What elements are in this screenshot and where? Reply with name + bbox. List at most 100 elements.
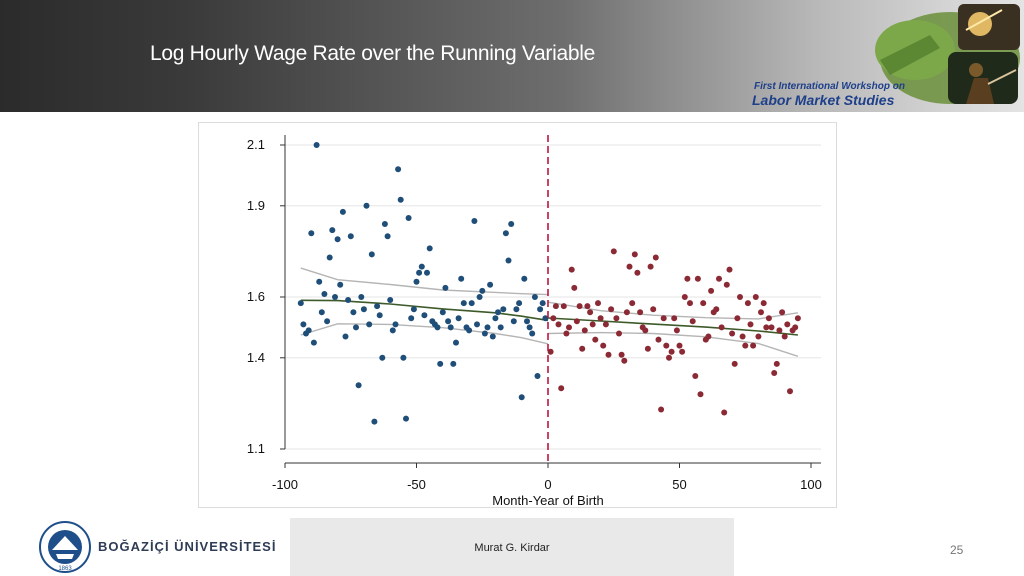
data-point-left (316, 278, 323, 285)
data-point-left (416, 269, 423, 276)
axes: 1.1 1.4 1.6 1.9 2.1 -100 -50 0 50 100 (247, 135, 822, 492)
data-point-right (716, 275, 722, 282)
data-point-right (679, 348, 686, 355)
data-point-right (773, 360, 780, 367)
data-point-left (510, 318, 517, 325)
data-point-left (424, 269, 430, 276)
data-point-right (792, 324, 799, 331)
data-point-left (479, 287, 486, 294)
data-point-right (602, 321, 609, 328)
data-point-left (308, 230, 315, 237)
data-point-left (413, 278, 420, 285)
data-point-right (771, 370, 778, 376)
workshop-logo (875, 4, 1020, 104)
data-point-left (484, 324, 491, 331)
x-tick-label: 100 (800, 477, 822, 492)
data-point-right (752, 294, 759, 300)
data-point-right (768, 324, 775, 331)
data-point-left (534, 373, 541, 379)
data-point-left (397, 196, 404, 203)
data-point-right (689, 318, 696, 325)
data-point-left (434, 324, 441, 331)
data-point-left (350, 309, 357, 316)
confidence-bands (300, 267, 799, 357)
data-point-right (589, 321, 596, 328)
data-point-left (513, 306, 520, 313)
data-point-left (421, 312, 428, 319)
data-point-right (637, 309, 644, 316)
data-point-right (692, 373, 699, 379)
slide-header: Log Hourly Wage Rate over the Running Va… (0, 0, 1024, 112)
data-point-left (418, 263, 425, 270)
data-point-right (721, 409, 728, 416)
data-point-left (468, 300, 475, 307)
data-point-right (737, 294, 743, 300)
data-point-left (453, 339, 459, 346)
data-point-left (500, 306, 507, 313)
seal-year: 1863 (58, 566, 72, 572)
data-point-right (794, 315, 801, 322)
data-point-right (587, 309, 594, 316)
data-point-left (489, 333, 496, 340)
ci-lower-right (547, 331, 799, 357)
ci-lower-left (300, 323, 549, 345)
data-point-left (505, 257, 512, 264)
data-point-right (673, 327, 680, 334)
data-point-right (647, 263, 654, 270)
x-axis-title: Month-Year of Birth (492, 493, 604, 507)
ci-upper-right (547, 301, 799, 320)
data-point-left (297, 300, 304, 307)
data-point-right (608, 306, 615, 313)
data-point-left (360, 306, 367, 313)
data-point-right (758, 309, 764, 316)
wage-scatter-chart: 1.1 1.4 1.6 1.9 2.1 -100 -50 0 50 100 Month-Year … (247, 135, 822, 507)
data-point-right (742, 342, 749, 349)
data-point-left (326, 254, 333, 261)
data-point-right (781, 333, 788, 340)
data-point-right (723, 281, 730, 288)
data-point-right (784, 321, 791, 328)
data-point-left (466, 327, 473, 334)
data-point-right (739, 333, 746, 340)
data-point-left (371, 418, 378, 425)
data-point-left (337, 281, 344, 288)
data-point-right (563, 330, 570, 337)
data-point-right (560, 303, 567, 310)
data-point-left (460, 300, 467, 307)
data-point-right (687, 300, 693, 307)
data-point-left (502, 230, 509, 237)
data-point-left (332, 294, 338, 300)
grid-layer (285, 144, 821, 450)
data-point-left (455, 315, 462, 322)
data-point-right (613, 315, 620, 322)
data-point-right (697, 391, 704, 398)
data-point-left (400, 354, 407, 361)
data-point-left (387, 297, 394, 303)
data-point-right (731, 360, 738, 367)
data-point-right (776, 327, 783, 334)
data-point-left (426, 245, 433, 252)
data-point-right (755, 333, 762, 340)
data-point-left (392, 321, 399, 328)
page-number: 25 (950, 543, 964, 557)
y-tick-label: 1.4 (247, 350, 265, 365)
data-point-right (744, 300, 751, 307)
data-point-left (516, 300, 523, 307)
data-point-right (671, 315, 678, 322)
data-point-right (644, 345, 651, 352)
data-point-right (579, 345, 586, 352)
data-point-left (342, 333, 349, 340)
data-point-right (655, 336, 662, 343)
data-point-right (779, 309, 786, 316)
data-point-right (592, 336, 599, 343)
y-tick-label: 1.9 (247, 198, 265, 213)
data-point-left (524, 318, 530, 325)
data-point-right (605, 351, 612, 358)
data-point-left (353, 324, 359, 331)
data-point-right (597, 315, 604, 322)
data-point-left (395, 166, 402, 173)
data-point-left (539, 300, 546, 307)
data-point-right (666, 354, 672, 361)
data-point-right (576, 303, 583, 310)
data-point-right (634, 269, 641, 276)
